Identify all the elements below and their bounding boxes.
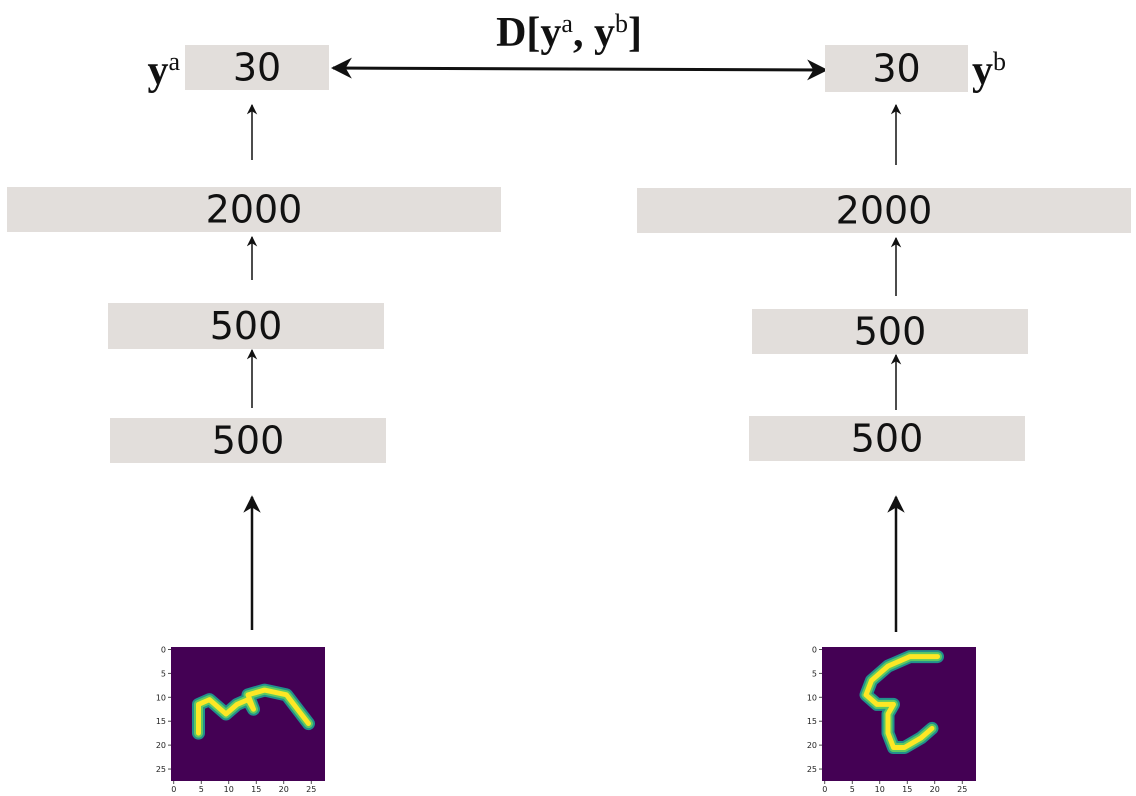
math-sup: b bbox=[993, 47, 1006, 76]
math-text: y bbox=[594, 10, 615, 56]
math-text: D[ bbox=[496, 10, 540, 56]
layer-size: 500 bbox=[210, 304, 283, 348]
y-tick-label: 5 bbox=[812, 669, 817, 678]
x-tick-label: 20 bbox=[930, 785, 940, 794]
column: ya 30 2000 500 500 0 5 10 15 20 25 0 5 10 15 20 25 bbox=[7, 45, 501, 794]
x-tick-label: 0 bbox=[171, 785, 176, 794]
math-text: y bbox=[147, 48, 168, 94]
distance-label: D[ya, yb] bbox=[496, 9, 642, 57]
y-tick-label: 15 bbox=[807, 717, 817, 726]
x-tick-label: 25 bbox=[957, 785, 967, 794]
output-label: yb bbox=[972, 47, 1006, 95]
math-text: y bbox=[540, 10, 561, 56]
layer-size: 500 bbox=[854, 310, 927, 354]
layer-size: 2000 bbox=[206, 188, 303, 232]
x-tick-label: 20 bbox=[279, 785, 289, 794]
math-sup: a bbox=[168, 47, 180, 76]
y-tick-label: 25 bbox=[807, 765, 817, 774]
x-tick-label: 10 bbox=[224, 785, 234, 794]
distance-arrow bbox=[333, 68, 826, 70]
layer-size: 500 bbox=[212, 419, 285, 463]
layer-size: 500 bbox=[851, 417, 924, 461]
x-tick-label: 0 bbox=[822, 785, 827, 794]
x-tick-label: 25 bbox=[306, 785, 316, 794]
y-tick-label: 5 bbox=[161, 669, 166, 678]
layer-size: 30 bbox=[872, 47, 920, 91]
x-tick-label: 5 bbox=[199, 785, 204, 794]
math-text: ] bbox=[628, 10, 642, 56]
layer-size: 2000 bbox=[836, 189, 933, 233]
column: yb 30 2000 500 500 0 5 10 15 20 25 0 5 10 15 20 25 bbox=[637, 45, 1131, 794]
x-tick-label: 10 bbox=[875, 785, 885, 794]
y-tick-label: 0 bbox=[161, 645, 166, 654]
y-tick-label: 15 bbox=[156, 717, 166, 726]
diagram: D[ya, yb] ya3020005005000510152025051015… bbox=[0, 0, 1136, 796]
y-tick-label: 25 bbox=[156, 765, 166, 774]
y-tick-label: 10 bbox=[156, 693, 166, 702]
y-tick-label: 20 bbox=[807, 741, 817, 750]
math-sup: b bbox=[615, 9, 628, 38]
y-tick-label: 20 bbox=[156, 741, 166, 750]
math-sup: a bbox=[561, 9, 573, 38]
math-text: y bbox=[972, 48, 993, 94]
x-tick-label: 15 bbox=[902, 785, 912, 794]
layer-size: 30 bbox=[233, 46, 281, 90]
y-tick-label: 10 bbox=[807, 693, 817, 702]
math-text: , bbox=[573, 10, 594, 56]
output-label: ya bbox=[147, 47, 180, 95]
x-tick-label: 15 bbox=[251, 785, 261, 794]
y-tick-label: 0 bbox=[812, 645, 817, 654]
x-tick-label: 5 bbox=[850, 785, 855, 794]
